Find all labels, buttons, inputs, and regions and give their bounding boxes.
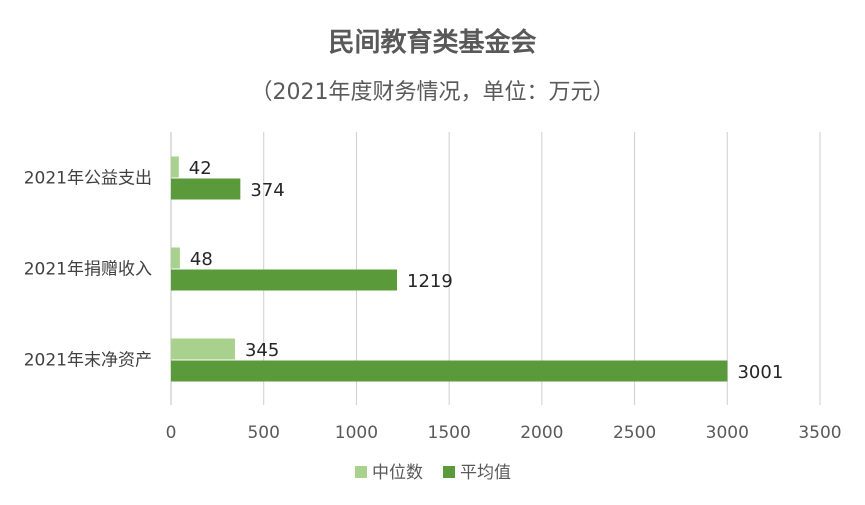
x-tick-label: 3500: [798, 423, 841, 443]
x-tick-label: 2000: [520, 423, 563, 443]
data-label: 48: [190, 249, 213, 270]
chart-subtitle: （2021年度财务情况，单位：万元）: [250, 80, 615, 105]
bar: [171, 247, 180, 269]
x-tick-label: 2500: [613, 423, 656, 443]
data-label: 374: [250, 180, 284, 201]
legend-swatch: [355, 466, 367, 478]
x-tick-label: 0: [166, 423, 177, 443]
bar: [171, 269, 398, 291]
data-label: 3001: [737, 362, 783, 383]
bar: [171, 178, 241, 200]
chart-title: 民间教育类基金会: [328, 28, 537, 58]
category-label: 2021年末净资产: [24, 351, 152, 371]
x-tick-label: 500: [247, 423, 279, 443]
legend-swatch: [443, 466, 455, 478]
legend-label: 平均值: [460, 463, 511, 483]
x-tick-label: 1000: [335, 423, 378, 443]
bar: [171, 338, 235, 360]
data-label: 1219: [407, 271, 453, 292]
category-label: 2021年公益支出: [24, 169, 152, 189]
x-tick-label: 1500: [428, 423, 471, 443]
data-label: 345: [245, 340, 279, 361]
bar: [171, 360, 728, 382]
data-label: 42: [189, 158, 212, 179]
x-tick-label: 3000: [706, 423, 749, 443]
category-label: 2021年捐赠收入: [24, 260, 152, 280]
bar: [171, 156, 179, 178]
legend-label: 中位数: [372, 463, 423, 483]
